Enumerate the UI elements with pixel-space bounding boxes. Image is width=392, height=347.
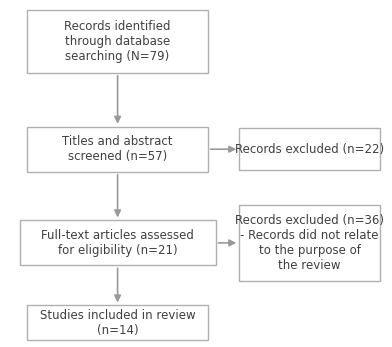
Text: Records excluded (n=22): Records excluded (n=22) bbox=[235, 143, 384, 156]
FancyBboxPatch shape bbox=[27, 127, 208, 172]
FancyBboxPatch shape bbox=[239, 128, 380, 170]
FancyBboxPatch shape bbox=[239, 205, 380, 281]
Text: Full-text articles assessed
for eligibility (n=21): Full-text articles assessed for eligibil… bbox=[41, 229, 194, 257]
Text: Records identified
through database
searching (N=79): Records identified through database sear… bbox=[64, 20, 171, 63]
Text: Records excluded (n=36)
- Records did not relate
to the purpose of
the review: Records excluded (n=36) - Records did no… bbox=[235, 214, 384, 272]
FancyBboxPatch shape bbox=[27, 10, 208, 73]
FancyBboxPatch shape bbox=[20, 220, 216, 265]
Text: Titles and abstract
screened (n=57): Titles and abstract screened (n=57) bbox=[62, 135, 173, 163]
FancyBboxPatch shape bbox=[27, 305, 208, 340]
Text: Studies included in review
(n=14): Studies included in review (n=14) bbox=[40, 309, 196, 337]
